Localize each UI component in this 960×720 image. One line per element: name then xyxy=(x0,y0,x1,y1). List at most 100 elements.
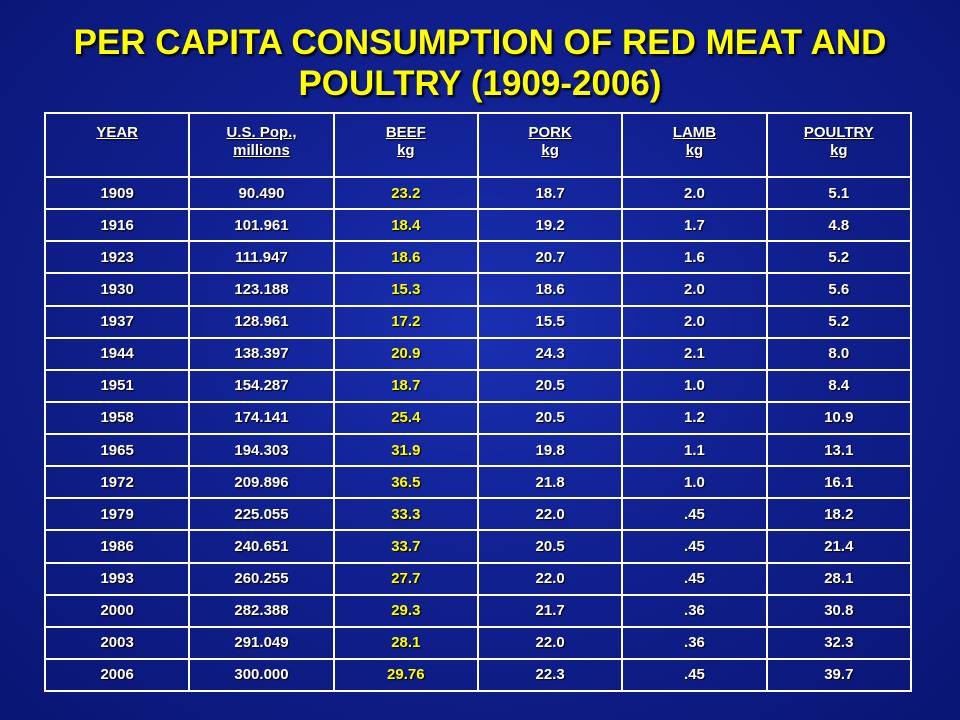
cell-population: 111.947 xyxy=(188,240,335,275)
cell-poultry: 30.8 xyxy=(765,593,913,628)
table-row: 1909 90.490 23.2 18.7 2.0 5.1 xyxy=(43,175,913,211)
cell-year: 1986 xyxy=(43,529,191,564)
header-pork-label: PORK xyxy=(528,124,572,141)
header-lamb-label: LAMB xyxy=(672,124,717,141)
cell-beef: 28.1 xyxy=(332,625,479,660)
cell-population: 225.055 xyxy=(188,497,335,532)
cell-pork: 22.0 xyxy=(476,625,624,660)
cell-population: 282.388 xyxy=(188,593,335,628)
cell-year: 1979 xyxy=(43,497,191,532)
cell-lamb: .45 xyxy=(621,497,768,532)
cell-lamb: .45 xyxy=(621,657,768,693)
cell-beef: 17.2 xyxy=(332,304,479,339)
cell-pork: 22.0 xyxy=(476,561,624,596)
header-year: YEAR xyxy=(43,112,191,178)
cell-beef: 18.4 xyxy=(332,208,479,243)
cell-population: 194.303 xyxy=(188,432,335,468)
cell-year: 2000 xyxy=(43,593,191,628)
cell-population: 138.397 xyxy=(188,336,335,371)
cell-poultry: 8.4 xyxy=(765,368,913,403)
cell-pork: 20.7 xyxy=(476,240,624,275)
cell-poultry: 5.6 xyxy=(765,272,913,307)
table-row: 1930 123.188 15.3 18.6 2.0 5.6 xyxy=(43,272,913,307)
cell-pork: 21.7 xyxy=(476,593,624,628)
cell-year: 1944 xyxy=(43,336,191,371)
cell-poultry: 10.9 xyxy=(765,400,913,436)
cell-lamb: 1.0 xyxy=(621,368,768,403)
cell-lamb: 2.0 xyxy=(621,304,768,339)
cell-poultry: 4.8 xyxy=(765,208,913,243)
cell-year: 1923 xyxy=(43,240,191,275)
cell-population: 240.651 xyxy=(188,529,335,564)
cell-population: 154.287 xyxy=(188,368,335,403)
cell-pork: 21.8 xyxy=(476,465,624,500)
table-row: 2000 282.388 29.3 21.7.36 30.8 xyxy=(43,593,913,628)
cell-year: 1993 xyxy=(43,561,191,596)
cell-beef: 15.3 xyxy=(332,272,479,307)
cell-poultry: 16.1 xyxy=(765,465,913,500)
table-row: 1972 209.896 36.5 21.8 1.0 16.1 xyxy=(43,465,913,500)
cell-poultry: 8.0 xyxy=(765,336,913,371)
cell-pork: 20.5 xyxy=(476,368,624,403)
cell-poultry: 21.4 xyxy=(765,529,913,564)
cell-lamb: 2.1 xyxy=(621,336,768,371)
cell-beef: 31.9 xyxy=(332,432,479,468)
header-population: U.S. Pop., millions xyxy=(188,112,335,178)
header-year-label: YEAR xyxy=(96,124,138,141)
cell-poultry: 5.2 xyxy=(765,240,913,275)
cell-beef: 27.7 xyxy=(332,561,479,596)
cell-year: 1916 xyxy=(43,208,191,243)
cell-poultry: 28.1 xyxy=(765,561,913,596)
cell-poultry: 5.2 xyxy=(765,304,913,339)
cell-beef: 36.5 xyxy=(332,465,479,500)
cell-population: 260.255 xyxy=(188,561,335,596)
cell-year: 1937 xyxy=(43,304,191,339)
cell-poultry: 5.1 xyxy=(765,175,913,211)
cell-lamb: 2.0 xyxy=(621,272,768,307)
cell-lamb: .36 xyxy=(621,625,768,660)
cell-lamb: 1.2 xyxy=(621,400,768,436)
header-lamb: LAMB kg xyxy=(621,112,768,178)
table-row: 1958 174.141 25.4 20.5 1.2 10.9 xyxy=(43,400,913,436)
cell-lamb: 1.0 xyxy=(621,465,768,500)
cell-year: 1951 xyxy=(43,368,191,403)
cell-beef: 18.7 xyxy=(332,368,479,403)
cell-population: 174.141 xyxy=(188,400,335,436)
table-row: 2003 291.049 28.1 22.0.36 32.3 xyxy=(43,625,913,660)
cell-year: 2006 xyxy=(43,657,191,693)
cell-pork: 22.3 xyxy=(476,657,624,693)
cell-poultry: 39.7 xyxy=(765,657,913,693)
cell-lamb: .36 xyxy=(621,593,768,628)
cell-lamb: 1.6 xyxy=(621,240,768,275)
cell-beef: 29.76 xyxy=(332,657,479,693)
consumption-table: YEAR U.S. Pop., millions BEEF kg PORK kg… xyxy=(43,112,913,693)
table-row: 1923 111.947 18.6 20.7 1.6 5.2 xyxy=(43,240,913,275)
table-row: 1916 101.961 18.4 19.2 1.7 4.8 xyxy=(43,208,913,243)
cell-population: 209.896 xyxy=(188,465,335,500)
cell-population: 128.961 xyxy=(188,304,335,339)
cell-lamb: 1.1 xyxy=(621,432,768,468)
header-beef-unit: kg xyxy=(397,142,415,159)
cell-pork: 15.5 xyxy=(476,304,624,339)
cell-year: 1972 xyxy=(43,465,191,500)
cell-pork: 20.5 xyxy=(476,400,624,436)
table-header-row: YEAR U.S. Pop., millions BEEF kg PORK kg… xyxy=(43,112,913,178)
slide-title-line-2: POULTRY (1909-2006) xyxy=(298,64,662,103)
cell-year: 1930 xyxy=(43,272,191,307)
table-row: 1951 154.287 18.7 20.5 1.0 8.4 xyxy=(43,368,913,403)
header-pork: PORK kg xyxy=(476,112,624,178)
cell-beef: 33.7 xyxy=(332,529,479,564)
cell-poultry: 32.3 xyxy=(765,625,913,660)
table-body: 1909 90.490 23.2 18.7 2.0 5.1 1916 101.961 18.4 1… xyxy=(43,175,913,693)
cell-population: 90.490 xyxy=(188,175,335,211)
table-row: 1986 240.651 33.7 20.5.45 21.4 xyxy=(43,529,913,564)
cell-beef: 18.6 xyxy=(332,240,479,275)
header-poultry: POULTRY kg xyxy=(765,112,913,178)
cell-pork: 19.8 xyxy=(476,432,624,468)
consumption-table-container: YEAR U.S. Pop., millions BEEF kg PORK kg… xyxy=(43,112,913,693)
header-pork-unit: kg xyxy=(541,142,559,159)
cell-year: 2003 xyxy=(43,625,191,660)
header-population-unit: millions xyxy=(233,142,290,159)
header-poultry-label: POULTRY xyxy=(803,124,874,141)
cell-poultry: 13.1 xyxy=(765,432,913,468)
